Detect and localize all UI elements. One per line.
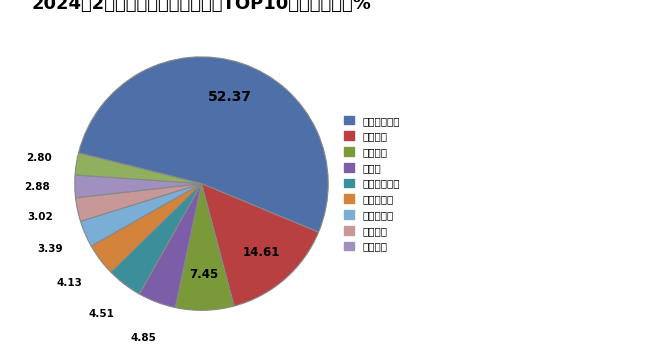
Text: 3.02: 3.02 <box>27 212 53 222</box>
Text: 3.39: 3.39 <box>38 244 63 254</box>
Text: 52.37: 52.37 <box>208 90 252 104</box>
Wedge shape <box>79 57 328 232</box>
Text: 2.80: 2.80 <box>26 153 51 163</box>
Wedge shape <box>111 184 202 294</box>
Text: 4.13: 4.13 <box>57 278 83 288</box>
Wedge shape <box>139 184 202 307</box>
Text: 7.45: 7.45 <box>189 268 218 281</box>
Text: 4.85: 4.85 <box>131 333 156 343</box>
Wedge shape <box>75 184 202 221</box>
Wedge shape <box>91 184 202 272</box>
Title: 2024年2月新能源物流车配套电机TOP10配套数量占比%: 2024年2月新能源物流车配套电机TOP10配套数量占比% <box>32 0 371 13</box>
Text: 2.88: 2.88 <box>24 182 49 192</box>
Text: 4.51: 4.51 <box>88 309 114 319</box>
Wedge shape <box>75 175 202 198</box>
Legend: 汇川联合动力, 远程芯智, 北汽福田, 英博尔, 武汉理工通宇, 阳光电动力, 卧龙采埃孚, 汉德车桥, 精进电动: 汇川联合动力, 远程芯智, 北汽福田, 英博尔, 武汉理工通宇, 阳光电动力, … <box>340 112 404 256</box>
Text: 14.61: 14.61 <box>243 246 280 259</box>
Wedge shape <box>202 184 318 306</box>
Wedge shape <box>81 184 202 246</box>
Wedge shape <box>176 184 234 310</box>
Wedge shape <box>75 153 202 184</box>
